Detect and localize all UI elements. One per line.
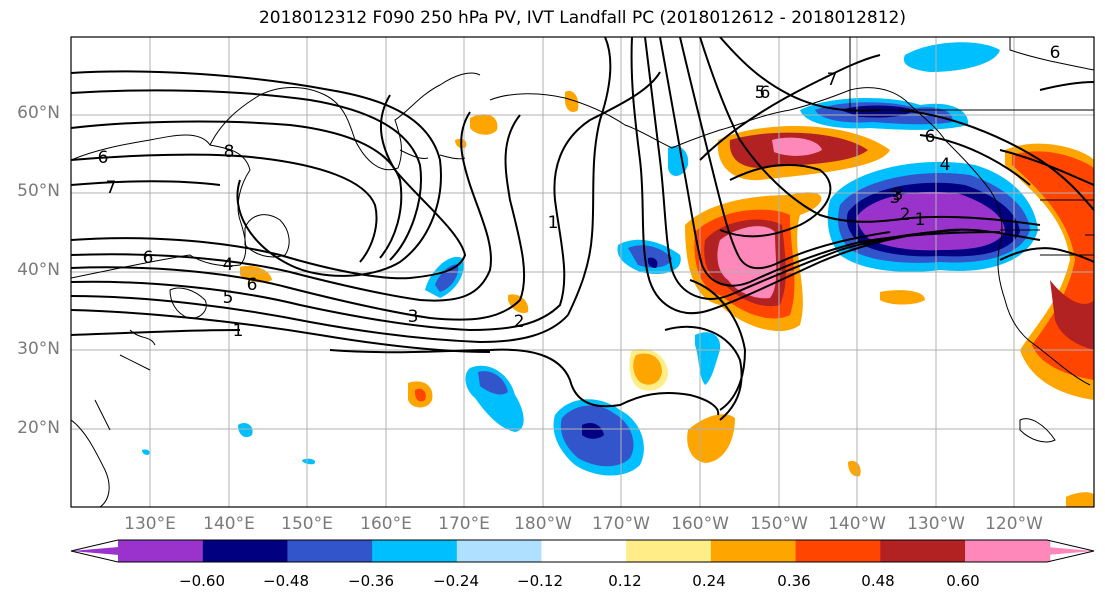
map-border	[70, 36, 1095, 508]
contour-label: 1	[233, 321, 244, 341]
colorbar-extend-left	[71, 540, 203, 562]
colorbar-tick: 0.24	[692, 572, 726, 590]
contour-label: 6	[247, 275, 258, 295]
lon-label-150e: 150°E	[281, 514, 333, 534]
contour-label: 3	[890, 188, 901, 208]
colorbar-tick: −0.48	[263, 572, 309, 590]
contour-label: 3	[893, 185, 904, 205]
colorbar-extend-right	[965, 540, 1094, 562]
graticule	[71, 37, 1094, 507]
colorbar-outline	[70, 539, 1095, 563]
lon-label-140w: 140°W	[828, 514, 886, 534]
colorbar	[70, 539, 1095, 563]
contour-label: 8	[224, 142, 235, 162]
colorbar-segment	[541, 540, 627, 562]
lon-label-130w: 130°W	[907, 514, 965, 534]
contour-label: 6	[925, 127, 936, 147]
contour-label: 5	[223, 288, 234, 308]
colorbar-tick: −0.60	[179, 572, 225, 590]
contour-label: 5	[755, 83, 766, 103]
contour-label: 7	[106, 178, 117, 198]
lon-label-120w: 120°W	[985, 514, 1043, 534]
pv-contours	[71, 37, 1094, 421]
colorbar-segment	[456, 540, 542, 562]
lat-label-60n: 60°N	[17, 103, 60, 123]
contour-label: 2	[514, 312, 525, 332]
lon-label-160e: 160°E	[360, 514, 412, 534]
colorbar-tick: 0.36	[777, 572, 811, 590]
contour-label: 6	[1050, 43, 1061, 63]
colorbar-segment	[626, 540, 712, 562]
positive-anomaly-shading	[240, 90, 1094, 507]
lat-label-40n: 40°N	[17, 260, 60, 280]
contour-label: 2	[900, 205, 911, 225]
colorbar-tick: 0.48	[861, 572, 895, 590]
colorbar-segment	[710, 540, 797, 562]
lon-label-130e: 130°E	[124, 514, 176, 534]
colorbar-tick: −0.36	[348, 572, 394, 590]
colorbar-segment	[202, 540, 288, 562]
colorbar-tick: −0.12	[517, 572, 563, 590]
lon-label-150w: 150°W	[750, 514, 808, 534]
colorbar-segment	[880, 540, 966, 562]
lat-label-30n: 30°N	[17, 339, 60, 359]
colorbar-segment	[795, 540, 881, 562]
lon-label-160w: 160°W	[671, 514, 729, 534]
lon-label-170w: 170°W	[592, 514, 650, 534]
lon-label-180w: 180°W	[514, 514, 572, 534]
contour-label: 1	[548, 213, 559, 233]
colorbar-segment	[372, 540, 458, 562]
contour-label: 4	[223, 255, 234, 275]
contour-label: 4	[940, 155, 951, 175]
lat-label-20n: 20°N	[17, 418, 60, 438]
colorbar-segment	[287, 540, 373, 562]
colorbar-tick: −0.24	[433, 572, 479, 590]
contour-label: 6	[143, 248, 154, 268]
contour-label: 1	[915, 210, 926, 230]
lat-label-50n: 50°N	[17, 181, 60, 201]
contour-label: 7	[827, 70, 838, 90]
lon-label-140e: 140°E	[203, 514, 255, 534]
contour-label: 6	[760, 83, 771, 103]
lon-label-170e: 170°E	[438, 514, 490, 534]
contour-label: 6	[98, 148, 109, 168]
contour-label: 3	[408, 307, 419, 327]
colorbar-tick: 0.60	[946, 572, 980, 590]
colorbar-tick: 0.12	[608, 572, 642, 590]
map-title: 2018012312 F090 250 hPa PV, IVT Landfall…	[258, 8, 906, 28]
